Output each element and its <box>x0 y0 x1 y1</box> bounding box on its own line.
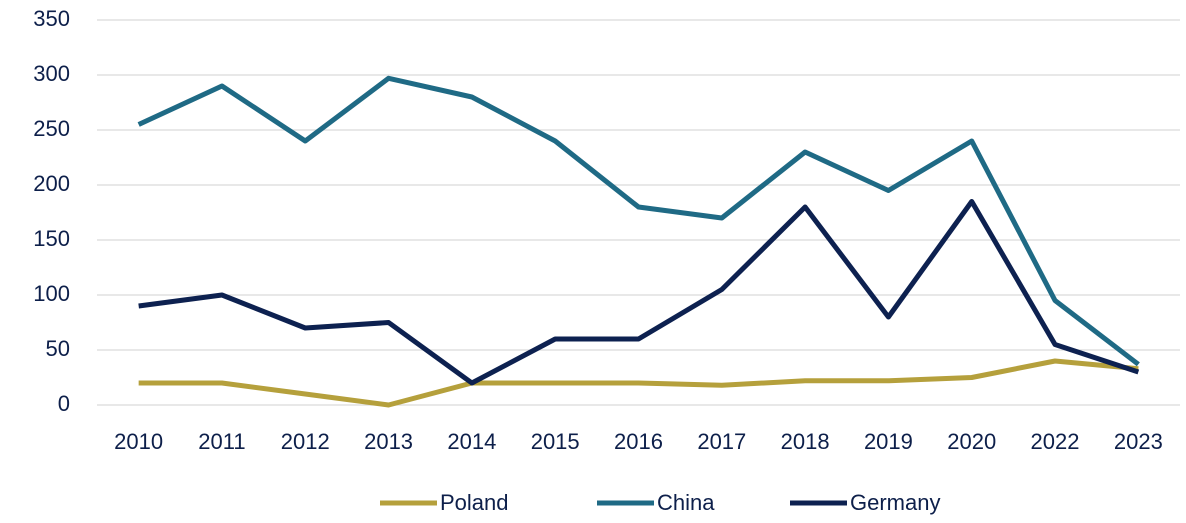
y-tick-label: 350 <box>33 6 70 31</box>
legend-label: China <box>657 490 715 515</box>
x-tick-label: 2018 <box>781 429 830 454</box>
y-tick-label: 100 <box>33 281 70 306</box>
y-tick-label: 250 <box>33 116 70 141</box>
x-tick-label: 2011 <box>198 429 245 454</box>
x-tick-label: 2019 <box>864 429 913 454</box>
y-tick-label: 0 <box>58 391 70 416</box>
x-tick-label: 2014 <box>447 429 496 454</box>
x-tick-label: 2016 <box>614 429 663 454</box>
x-tick-label: 2010 <box>114 429 163 454</box>
line-series <box>138 358 1139 408</box>
y-tick-label: 200 <box>33 171 70 196</box>
x-tick-label: 2015 <box>531 429 580 454</box>
line-series <box>137 75 1140 367</box>
y-tick-label: 300 <box>33 61 70 86</box>
y-tick-label: 150 <box>33 226 70 251</box>
x-tick-label: 2017 <box>697 429 746 454</box>
legend-label: Poland <box>440 490 509 515</box>
y-tick-label: 50 <box>46 336 70 361</box>
line-series <box>138 199 1140 386</box>
x-tick-label: 2023 <box>1114 429 1163 454</box>
x-tick-label: 2012 <box>281 429 330 454</box>
x-tick-label: 2020 <box>947 429 996 454</box>
x-tick-label: 2013 <box>364 429 413 454</box>
legend-label: Germany <box>850 490 940 515</box>
x-tick-label: 2022 <box>1031 429 1080 454</box>
